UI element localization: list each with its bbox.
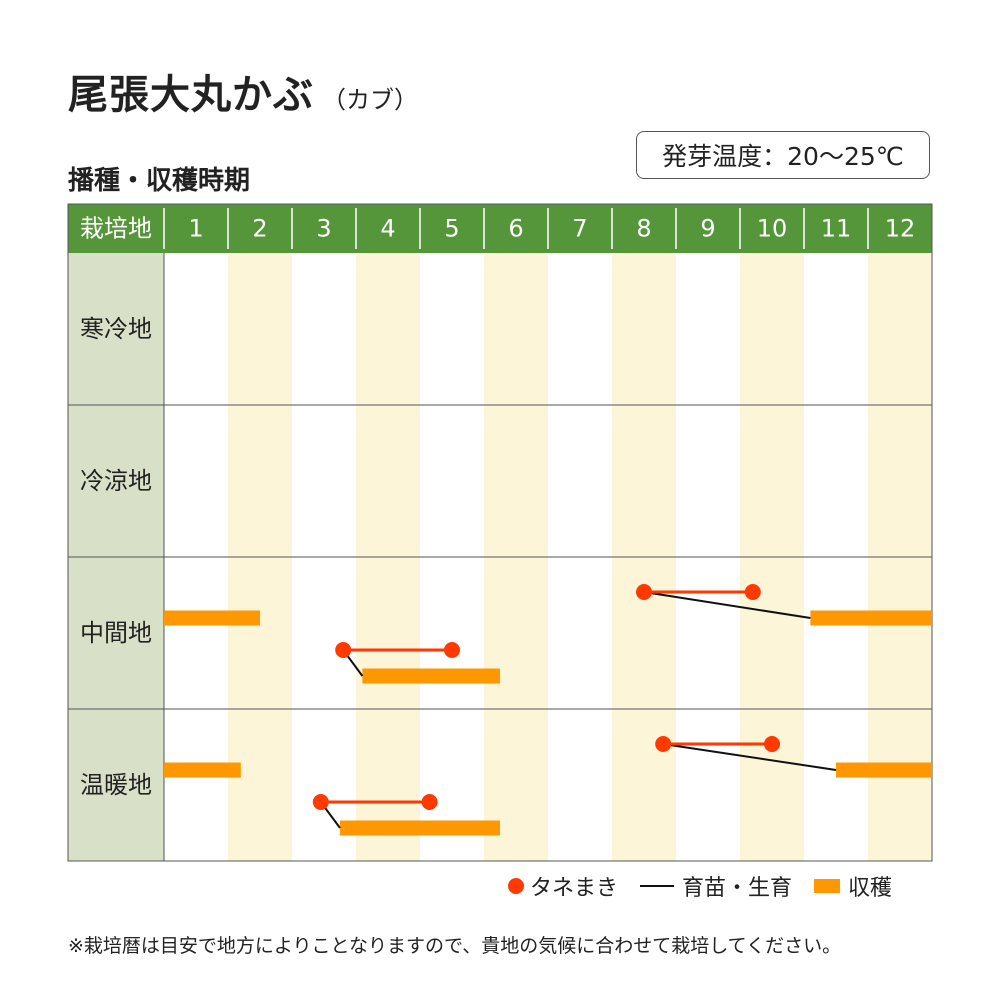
section-label: 播種・収穫時期	[68, 166, 251, 196]
month-label-2: 2	[252, 215, 267, 243]
sowing-dot	[744, 584, 761, 600]
harvest-bar	[340, 820, 500, 836]
month-label-7: 7	[572, 215, 587, 243]
harvest-bar	[836, 762, 932, 778]
month-label-4: 4	[380, 215, 395, 243]
legend: タネまき 育苗・生育 収穫	[508, 871, 892, 901]
sowing-dot	[655, 736, 672, 752]
region-label-3: 中間地	[80, 619, 152, 647]
title-main: 尾張大丸かぶ	[68, 72, 314, 118]
sowing-dot	[636, 584, 652, 600]
month-label-1: 1	[188, 215, 203, 243]
month-label-11: 11	[821, 215, 852, 243]
legend-label-growing: 育苗・生育	[682, 876, 793, 901]
month-label-5: 5	[444, 215, 459, 243]
month-label-6: 6	[508, 215, 523, 243]
region-label-2: 冷涼地	[80, 467, 152, 495]
growing-line-icon	[640, 885, 675, 887]
chart-frame	[67, 203, 933, 862]
header-row-bg	[68, 204, 932, 253]
month-label-8: 8	[636, 215, 651, 243]
region-label-1: 寒冷地	[80, 315, 152, 343]
germination-temp-box: 発芽温度：20～25℃	[636, 131, 930, 179]
month-label-12: 12	[885, 215, 916, 243]
legend-item-sowing: タネまき	[508, 870, 618, 902]
region-label-4: 温暖地	[80, 771, 152, 799]
legend-label-sowing: タネまき	[530, 876, 619, 901]
legend-item-harvest: 収穫	[814, 870, 892, 902]
footnote: ※栽培暦は目安で地方によりことなりますので、貴地の気候に合わせて栽培してください…	[68, 935, 842, 957]
sowing-dot-icon	[508, 878, 524, 894]
header-corner-label: 栽培地	[80, 215, 152, 243]
legend-label-harvest: 収穫	[848, 876, 893, 901]
growing-line	[643, 591, 811, 619]
month-label-10: 10	[757, 215, 788, 243]
harvest-bar	[362, 668, 500, 684]
sowing-dot	[444, 642, 460, 658]
legend-item-growing: 育苗・生育	[640, 870, 792, 902]
month-label-9: 9	[700, 215, 715, 243]
sowing-dot	[335, 642, 352, 658]
sowing-dot	[764, 736, 780, 752]
harvest-bar	[810, 610, 932, 626]
harvest-bar	[164, 762, 241, 778]
page-title: 尾張大丸かぶ （カブ）	[68, 62, 418, 120]
sowing-dot	[312, 794, 329, 810]
sowing-dot	[421, 794, 438, 810]
harvest-bar-icon	[814, 879, 841, 893]
harvest-bar	[164, 610, 260, 626]
growing-line	[663, 743, 837, 771]
title-subtitle: （カブ）	[322, 86, 418, 114]
month-label-3: 3	[316, 215, 331, 243]
